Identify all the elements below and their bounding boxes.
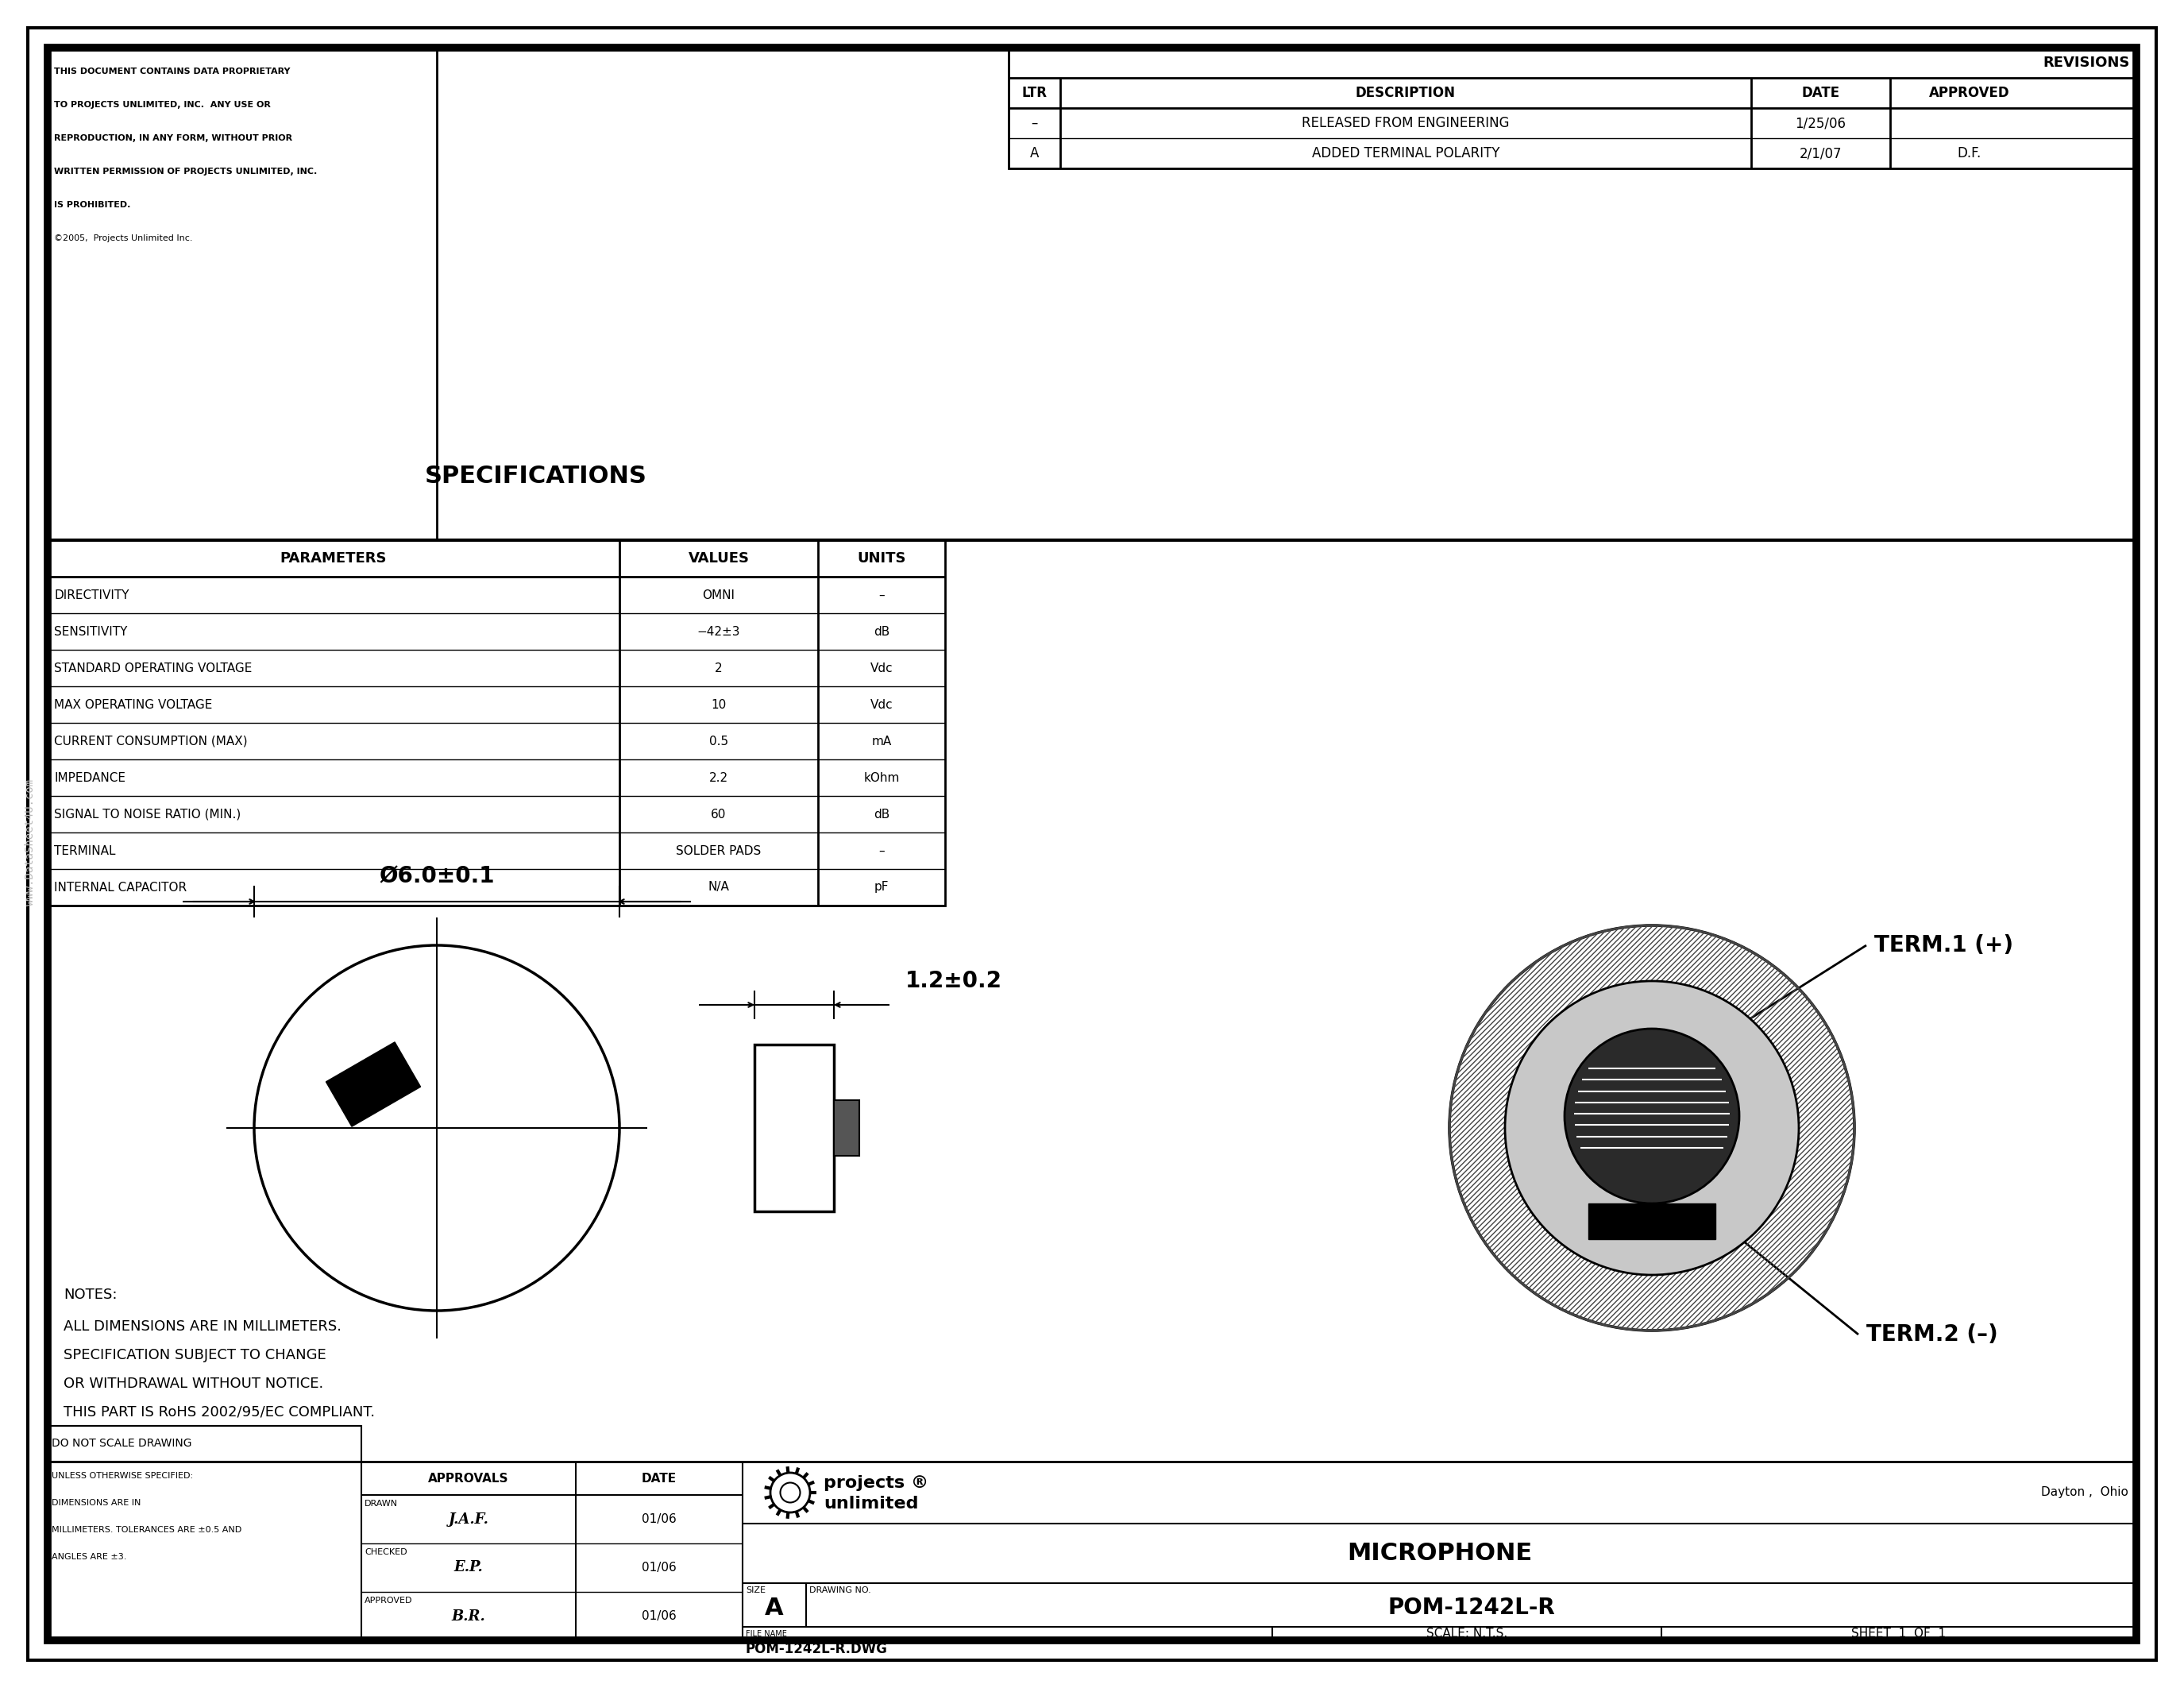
Text: www.DataSheet4U.com: www.DataSheet4U.com xyxy=(24,778,35,905)
Text: IS PROHIBITED.: IS PROHIBITED. xyxy=(55,201,131,209)
Text: TERM.2 (–): TERM.2 (–) xyxy=(1867,1323,1998,1345)
Text: PARAMETERS: PARAMETERS xyxy=(280,552,387,565)
Text: ALL DIMENSIONS ARE IN MILLIMETERS.: ALL DIMENSIONS ARE IN MILLIMETERS. xyxy=(63,1320,341,1334)
Text: THIS DOCUMENT CONTAINS DATA PROPRIETARY: THIS DOCUMENT CONTAINS DATA PROPRIETARY xyxy=(55,68,290,76)
Text: THIS PART IS RoHS 2002/95/EC COMPLIANT.: THIS PART IS RoHS 2002/95/EC COMPLIANT. xyxy=(63,1404,376,1420)
Text: FILE NAME: FILE NAME xyxy=(745,1631,786,1637)
Text: DIRECTIVITY: DIRECTIVITY xyxy=(55,589,129,601)
Text: DIMENSIONS ARE IN: DIMENSIONS ARE IN xyxy=(52,1499,140,1507)
Text: B.R.: B.R. xyxy=(452,1609,485,1624)
Text: –: – xyxy=(1031,116,1037,130)
Text: LTR: LTR xyxy=(1022,86,1046,100)
Text: TERMINAL: TERMINAL xyxy=(55,844,116,858)
Text: SIGNAL TO NOISE RATIO (MIN.): SIGNAL TO NOISE RATIO (MIN.) xyxy=(55,809,240,820)
Text: Ø6.0±0.1: Ø6.0±0.1 xyxy=(380,864,494,888)
Text: DO NOT SCALE DRAWING: DO NOT SCALE DRAWING xyxy=(52,1438,192,1448)
Bar xyxy=(834,1101,858,1156)
Circle shape xyxy=(1450,925,1854,1330)
Text: WRITTEN PERMISSION OF PROJECTS UNLIMITED, INC.: WRITTEN PERMISSION OF PROJECTS UNLIMITED… xyxy=(55,167,317,176)
Text: 1/25/06: 1/25/06 xyxy=(1795,116,1845,130)
Text: SPECIFICATION SUBJECT TO CHANGE: SPECIFICATION SUBJECT TO CHANGE xyxy=(63,1349,325,1362)
Text: ANGLES ARE ±3.: ANGLES ARE ±3. xyxy=(52,1553,127,1561)
Text: 2/1/07: 2/1/07 xyxy=(1800,147,1841,160)
Text: DESCRIPTION: DESCRIPTION xyxy=(1356,86,1457,100)
Text: kOhm: kOhm xyxy=(863,771,900,783)
Text: D.F.: D.F. xyxy=(1957,147,1981,160)
Text: REPRODUCTION, IN ANY FORM, WITHOUT PRIOR: REPRODUCTION, IN ANY FORM, WITHOUT PRIOR xyxy=(55,135,293,142)
Text: RELEASED FROM ENGINEERING: RELEASED FROM ENGINEERING xyxy=(1302,116,1509,130)
Text: TO PROJECTS UNLIMITED, INC.  ANY USE OR: TO PROJECTS UNLIMITED, INC. ANY USE OR xyxy=(55,101,271,108)
Text: MICROPHONE: MICROPHONE xyxy=(1348,1541,1531,1565)
Text: 2: 2 xyxy=(714,662,723,674)
Bar xyxy=(325,1041,422,1126)
Text: DRAWING NO.: DRAWING NO. xyxy=(810,1587,871,1593)
Text: UNITS: UNITS xyxy=(856,552,906,565)
Text: STANDARD OPERATING VOLTAGE: STANDARD OPERATING VOLTAGE xyxy=(55,662,251,674)
Text: 10: 10 xyxy=(712,699,727,711)
Bar xyxy=(48,47,437,540)
Text: MAX OPERATING VOLTAGE: MAX OPERATING VOLTAGE xyxy=(55,699,212,711)
Text: DRAWN: DRAWN xyxy=(365,1499,397,1507)
Text: mA: mA xyxy=(871,736,891,748)
Text: dB: dB xyxy=(874,809,889,820)
Circle shape xyxy=(1564,1028,1738,1204)
Bar xyxy=(48,540,946,905)
Text: E.P.: E.P. xyxy=(454,1560,483,1575)
Text: CHECKED: CHECKED xyxy=(365,1548,406,1556)
Text: 01/06: 01/06 xyxy=(642,1610,677,1622)
Bar xyxy=(753,1045,834,1212)
Text: 2.2: 2.2 xyxy=(710,771,727,783)
Text: 0.5: 0.5 xyxy=(710,736,727,748)
Text: SIZE: SIZE xyxy=(745,1587,767,1593)
Text: SENSITIVITY: SENSITIVITY xyxy=(55,626,127,638)
Text: POM-1242L-R: POM-1242L-R xyxy=(1387,1597,1555,1619)
Text: OMNI: OMNI xyxy=(703,589,736,601)
Text: CURRENT CONSUMPTION (MAX): CURRENT CONSUMPTION (MAX) xyxy=(55,736,247,748)
Text: DATE: DATE xyxy=(642,1472,677,1484)
Text: SPECIFICATIONS: SPECIFICATIONS xyxy=(426,466,646,488)
Text: TERM.1 (+): TERM.1 (+) xyxy=(1874,933,2014,957)
Text: IMPEDANCE: IMPEDANCE xyxy=(55,771,124,783)
Bar xyxy=(1009,47,2136,169)
Text: A: A xyxy=(764,1597,784,1620)
Bar xyxy=(1588,1204,1714,1239)
Text: SCALE: N.T.S.: SCALE: N.T.S. xyxy=(1426,1627,1507,1639)
Text: –: – xyxy=(878,844,885,858)
Text: UNLESS OTHERWISE SPECIFIED:: UNLESS OTHERWISE SPECIFIED: xyxy=(52,1472,192,1480)
Text: APPROVALS: APPROVALS xyxy=(428,1472,509,1484)
Text: pF: pF xyxy=(874,881,889,893)
Text: DATE: DATE xyxy=(1802,86,1839,100)
Text: SOLDER PADS: SOLDER PADS xyxy=(677,844,762,858)
Text: Vdc: Vdc xyxy=(869,662,893,674)
Text: MILLIMETERS. TOLERANCES ARE ±0.5 AND: MILLIMETERS. TOLERANCES ARE ±0.5 AND xyxy=(52,1526,242,1534)
Text: ©2005,  Projects Unlimited Inc.: ©2005, Projects Unlimited Inc. xyxy=(55,235,192,243)
Text: unlimited: unlimited xyxy=(823,1496,919,1512)
Text: 01/06: 01/06 xyxy=(642,1561,677,1573)
Text: –: – xyxy=(878,589,885,601)
Text: 1.2±0.2: 1.2±0.2 xyxy=(906,971,1002,993)
Text: OR WITHDRAWAL WITHOUT NOTICE.: OR WITHDRAWAL WITHOUT NOTICE. xyxy=(63,1377,323,1391)
Text: POM-1242L-R.DWG: POM-1242L-R.DWG xyxy=(745,1642,887,1656)
Text: −42±3: −42±3 xyxy=(697,626,740,638)
Text: Vdc: Vdc xyxy=(869,699,893,711)
Text: 60: 60 xyxy=(712,809,727,820)
Bar xyxy=(48,1426,360,1462)
Bar xyxy=(48,1462,2136,1641)
Text: REVISIONS: REVISIONS xyxy=(2042,56,2129,69)
Text: NOTES:: NOTES: xyxy=(63,1288,118,1301)
Text: VALUES: VALUES xyxy=(688,552,749,565)
Text: dB: dB xyxy=(874,626,889,638)
Text: projects ®: projects ® xyxy=(823,1475,928,1491)
Text: SHEET  1  OF  1: SHEET 1 OF 1 xyxy=(1852,1627,1946,1639)
Circle shape xyxy=(1505,981,1800,1274)
Text: INTERNAL CAPACITOR: INTERNAL CAPACITOR xyxy=(55,881,188,893)
Text: J.A.F.: J.A.F. xyxy=(448,1512,489,1526)
Text: A: A xyxy=(1031,147,1040,160)
Text: APPROVED: APPROVED xyxy=(1928,86,2009,100)
Text: ADDED TERMINAL POLARITY: ADDED TERMINAL POLARITY xyxy=(1313,147,1500,160)
Text: Dayton ,  Ohio: Dayton , Ohio xyxy=(2042,1487,2129,1499)
Text: N/A: N/A xyxy=(708,881,729,893)
Text: 01/06: 01/06 xyxy=(642,1512,677,1526)
Text: APPROVED: APPROVED xyxy=(365,1597,413,1605)
